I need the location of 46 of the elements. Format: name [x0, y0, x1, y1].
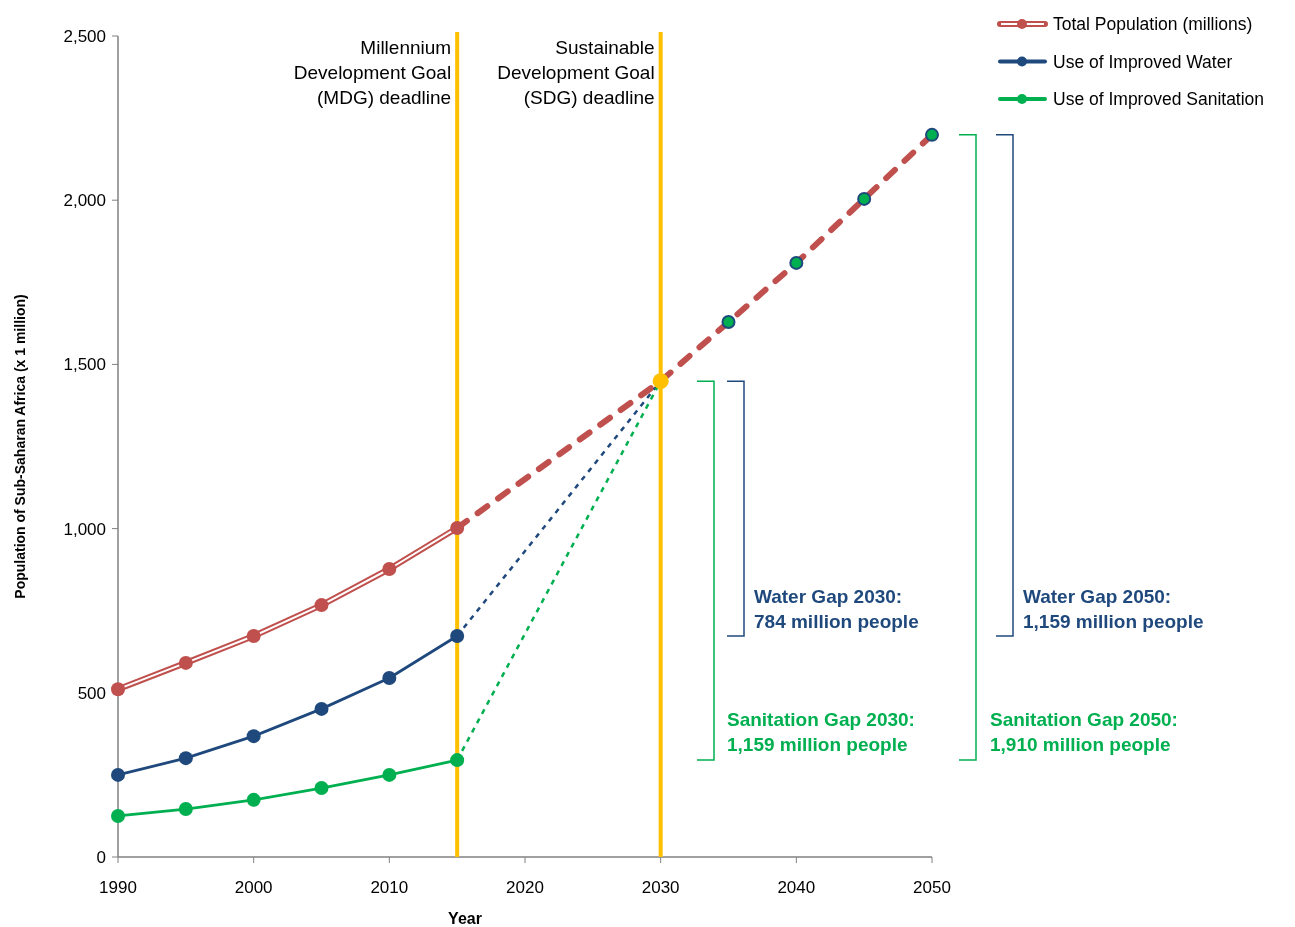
x-tick-label: 2010 [370, 878, 409, 897]
x-tick-label: 2030 [641, 878, 680, 897]
point [789, 255, 804, 270]
point [652, 373, 669, 390]
text: Water Gap 2050: 1,159 million people [1023, 586, 1204, 632]
point [925, 127, 939, 142]
point [450, 753, 465, 768]
point [314, 701, 329, 716]
point [382, 767, 397, 782]
point [314, 781, 329, 796]
point [450, 628, 465, 643]
x-tick-label: 2050 [913, 878, 951, 897]
y-tick-label: 1,000 [63, 519, 106, 539]
point [382, 671, 397, 686]
legend-label: Use of Improved Sanitation [1053, 89, 1265, 109]
y-tick-label: 500 [77, 683, 106, 703]
point [314, 598, 329, 613]
point [721, 315, 736, 330]
x-tick-label: 2000 [234, 878, 273, 897]
text: Sanitation Gap 2050: 1,910 million people [990, 709, 1178, 755]
point [111, 808, 125, 823]
y-tick-label: 0 [96, 848, 106, 867]
point [178, 802, 193, 817]
x-tick-label: 2020 [506, 878, 544, 897]
y-tick-label: 2,500 [63, 27, 106, 46]
x-axis-title: Year [448, 910, 482, 927]
point [178, 751, 193, 766]
annotation: Water Gap 2030: 784 million people [754, 586, 919, 632]
x-tick-label: 1990 [99, 878, 137, 897]
point [382, 561, 397, 576]
x-tick-label: 2040 [777, 878, 816, 897]
legend-label: Total Population (millions) [1053, 14, 1253, 34]
y-tick-label: 2,000 [63, 191, 106, 211]
point [178, 655, 193, 670]
point [246, 792, 261, 807]
point [246, 729, 261, 744]
legend-label: Use of Improved Water [1053, 51, 1233, 72]
point [246, 628, 261, 643]
point [111, 682, 125, 697]
y-axis-title: Population of Sub-Saharan Africa (x 1 million) [12, 294, 28, 599]
ref-line-label: Sustainable Development Goal (SDG) deadline [497, 37, 655, 108]
point [111, 767, 125, 782]
annotation: Sanitation Gap 2030: 1,159 million people [727, 709, 915, 755]
ref-line-label: Millennium Development Goal (MDG) deadline [293, 37, 452, 108]
point [857, 191, 872, 206]
y-tick-label: 1,500 [63, 355, 106, 375]
